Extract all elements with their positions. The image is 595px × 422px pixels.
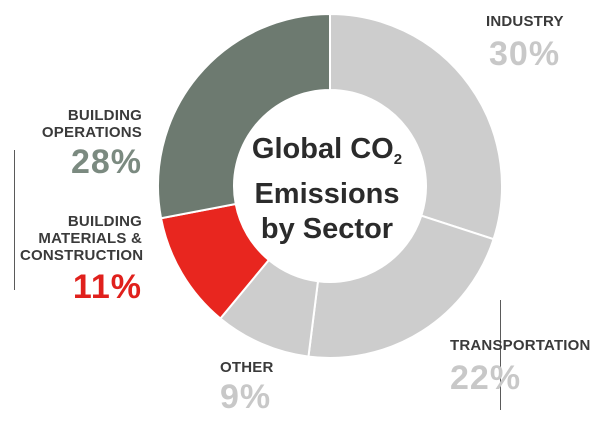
label-building-materials-line-1: BUILDING — [67, 213, 142, 230]
label-building-operations-line-1: BUILDING — [67, 107, 142, 124]
label-industry: INDUSTRY — [486, 13, 564, 30]
value-building-materials: 11% — [72, 268, 142, 306]
slice-building-operations — [157, 12, 331, 220]
label-other-line: OTHER — [220, 359, 274, 376]
title-line-3: by Sector — [260, 213, 394, 245]
value-industry: 30% — [489, 35, 561, 73]
label-transportation: TRANSPORTATION — [450, 337, 591, 354]
slice-transportation — [307, 214, 495, 359]
value-transportation: 22% — [450, 359, 522, 397]
label-other: OTHER — [220, 359, 274, 376]
frame-line-left — [14, 150, 15, 290]
label-building-materials-line-3: CONSTRUCTION — [20, 247, 144, 264]
label-transportation-line: TRANSPORTATION — [450, 337, 591, 354]
title-line-1: Global CO — [251, 133, 394, 165]
frame-line-bottom-right — [500, 300, 501, 410]
chart-title: Global CO2 Emissions by Sector — [232, 132, 422, 247]
label-building-materials-line-2: MATERIALS & — [38, 230, 142, 247]
label-building-materials: BUILDING MATERIALS & CONSTRUCTION — [20, 213, 144, 264]
label-industry-line: INDUSTRY — [486, 13, 564, 30]
value-building-operations: 28% — [70, 143, 142, 181]
value-other: 9% — [220, 378, 272, 416]
slice-industry — [329, 12, 503, 241]
label-building-operations-line-2: OPERATIONS — [41, 124, 142, 141]
title-line-2: Emissions — [254, 178, 400, 210]
title-subscript: 2 — [393, 151, 403, 168]
label-building-operations: BUILDING OPERATIONS — [20, 107, 142, 141]
